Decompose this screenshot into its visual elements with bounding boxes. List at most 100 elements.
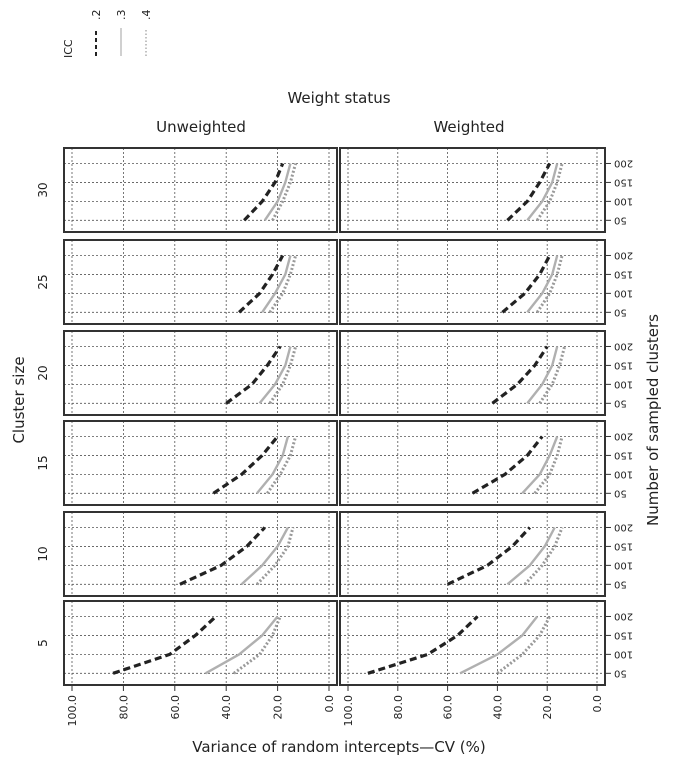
legend-title: ICC: [62, 39, 75, 58]
right-axis-tick-label: 100: [614, 468, 633, 479]
row-label-cluster-size-25: 25: [36, 274, 50, 289]
right-axis-tick-label: 200: [614, 521, 633, 532]
series-line-icc-4: [535, 255, 564, 314]
series-line-icc-4: [266, 436, 298, 495]
series-line-icc-4: [268, 346, 298, 405]
series-line-icc-2: [446, 526, 531, 586]
panel-unweighted-15: [63, 420, 338, 506]
panel-frame: [339, 511, 606, 597]
x-axis-title: Variance of random intercepts—CV (%): [192, 738, 486, 756]
panel-frame: [339, 600, 606, 686]
right-axis-tick-label: 150: [614, 268, 633, 279]
panel-weighted-30: [339, 147, 606, 233]
right-axis-tick-label: 50: [614, 578, 627, 589]
series-line-icc-4: [255, 527, 295, 586]
series-line-icc-2: [491, 345, 549, 405]
right-axis-tick-label: 150: [614, 176, 633, 187]
series-line-icc-3: [459, 615, 539, 675]
x-axis-tick-label: 60.0: [442, 695, 455, 720]
right-axis-tick-label: 150: [614, 629, 633, 640]
series-line-icc-2: [506, 162, 552, 222]
series-line-icc-2: [243, 162, 285, 222]
row-label-cluster-size-10: 10: [36, 546, 50, 561]
x-axis-tick-label: 40.0: [491, 695, 504, 720]
panels: 30 25 20 15 10 5 50 100 150 200 50 100 150 200 50 100 15…: [36, 147, 633, 727]
series-line-icc-2: [501, 254, 552, 314]
panel-frame: [63, 511, 338, 597]
right-axis-tick-label: 100: [614, 287, 633, 298]
panel-frame: [63, 330, 338, 416]
series-line-icc-3: [526, 346, 559, 405]
panel-unweighted-20: [63, 330, 338, 416]
legend-label-dotted: .4: [140, 10, 153, 21]
panel-frame: [63, 147, 338, 233]
panel-frame: [339, 147, 606, 233]
right-axis-tick-label: 200: [614, 430, 633, 441]
series-line-icc-2: [367, 615, 479, 675]
right-axis-tick-label: 100: [614, 195, 633, 206]
series-line-icc-2: [238, 254, 285, 314]
panel-unweighted-10: [63, 511, 338, 597]
row-label-cluster-size-5: 5: [36, 639, 50, 647]
right-axis-tick-label: 50: [614, 667, 627, 678]
x-axis-tick-label: 100.0: [66, 695, 79, 727]
right-axis-tick-label: 200: [614, 249, 633, 260]
panel-background: [340, 512, 605, 596]
series-line-icc-3: [205, 615, 279, 675]
x-axis-tick-label: 0.0: [323, 695, 336, 713]
panel-unweighted-25: [63, 239, 338, 325]
right-axis-tick-label: 50: [614, 487, 627, 498]
x-axis-tick-label: 80.0: [117, 695, 130, 720]
x-axis-tick-label: 20.0: [272, 695, 285, 720]
panel-weighted-15: [339, 420, 606, 506]
right-axis-tick-label: 50: [614, 397, 627, 408]
series-line-icc-2: [225, 345, 282, 405]
panel-background: [340, 240, 605, 324]
series-line-icc-2: [112, 615, 217, 675]
panel-frame: [339, 239, 606, 325]
series-line-icc-2: [212, 435, 279, 495]
series-line-icc-4: [533, 436, 564, 495]
panel-unweighted-30: [63, 147, 338, 233]
panel-background: [340, 331, 605, 415]
x-axis-tick-label: 0.0: [591, 695, 604, 713]
x-axis-tick-label: 20.0: [541, 695, 554, 720]
panel-weighted-20: [339, 330, 606, 416]
panel-frame: [63, 600, 338, 686]
right-axis-tick-label: 150: [614, 449, 633, 460]
right-axis-title: Number of sampled clusters: [644, 314, 662, 526]
row-label-cluster-size-30: 30: [36, 182, 50, 197]
right-axis-tick-label: 50: [614, 306, 627, 317]
series-line-icc-3: [256, 436, 290, 495]
column-label-unweighted: Unweighted: [156, 118, 246, 136]
legend-label-solid: .3: [115, 10, 128, 21]
series-line-icc-2: [179, 526, 266, 586]
right-axis-tick-label: 50: [614, 214, 627, 225]
series-line-icc-2: [471, 435, 544, 495]
right-axis-tick-label: 200: [614, 157, 633, 168]
series-line-icc-3: [526, 163, 559, 222]
panel-frame: [63, 239, 338, 325]
x-axis-tick-label: 40.0: [220, 695, 233, 720]
panel-weighted-25: [339, 239, 606, 325]
row-label-cluster-size-15: 15: [36, 455, 50, 470]
panel-background: [64, 601, 337, 685]
legend: ICC .2 .3 .4: [62, 10, 153, 59]
column-label-weighted: Weighted: [433, 118, 504, 136]
series-line-icc-3: [506, 526, 556, 586]
series-line-icc-4: [523, 526, 564, 586]
panel-background: [340, 601, 605, 685]
right-axis-tick-label: 100: [614, 378, 633, 389]
right-axis-tick-label: 100: [614, 648, 633, 659]
right-axis-tick-label: 100: [614, 559, 633, 570]
series-line-icc-4: [535, 163, 564, 222]
right-axis-tick-label: 200: [614, 610, 633, 621]
series-line-icc-4: [496, 615, 552, 675]
series-line-icc-3: [263, 163, 292, 221]
row-label-cluster-size-20: 20: [36, 365, 50, 380]
series-line-icc-3: [261, 255, 292, 313]
y-axis-title: Cluster size: [10, 356, 28, 443]
series-line-icc-3: [240, 526, 289, 586]
series-line-icc-3: [526, 255, 559, 314]
